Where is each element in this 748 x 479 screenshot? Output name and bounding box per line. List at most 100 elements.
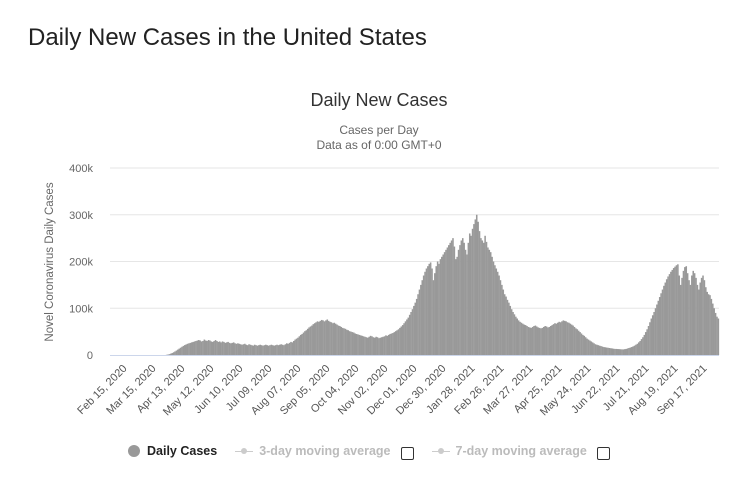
daily-cases-bar[interactable] <box>702 276 704 355</box>
daily-cases-bar[interactable] <box>222 341 224 355</box>
daily-cases-bar[interactable] <box>173 352 175 355</box>
daily-cases-bar[interactable] <box>202 341 204 355</box>
daily-cases-bar[interactable] <box>708 294 710 355</box>
daily-cases-bar[interactable] <box>701 278 703 355</box>
daily-cases-bar[interactable] <box>507 300 509 355</box>
daily-cases-bar[interactable] <box>521 323 523 355</box>
daily-cases-bar[interactable] <box>512 312 514 355</box>
daily-cases-bar[interactable] <box>625 349 627 355</box>
daily-cases-bar[interactable] <box>245 345 247 355</box>
daily-cases-bar[interactable] <box>588 340 590 355</box>
daily-cases-bar[interactable] <box>595 344 597 355</box>
daily-cases-bar[interactable] <box>211 341 213 355</box>
daily-cases-bar[interactable] <box>285 344 287 355</box>
daily-cases-bar[interactable] <box>456 257 458 355</box>
daily-cases-bar[interactable] <box>220 342 222 355</box>
daily-cases-bar[interactable] <box>511 309 513 355</box>
daily-cases-bar[interactable] <box>219 341 221 355</box>
daily-cases-bar[interactable] <box>364 337 366 355</box>
daily-cases-bar[interactable] <box>662 290 664 355</box>
daily-cases-bar[interactable] <box>554 323 556 355</box>
daily-cases-bar[interactable] <box>229 343 231 355</box>
daily-cases-bar[interactable] <box>567 322 569 355</box>
daily-cases-bar[interactable] <box>226 342 228 355</box>
daily-cases-bar[interactable] <box>572 326 574 355</box>
daily-cases-bar[interactable] <box>388 335 390 355</box>
daily-cases-bar[interactable] <box>259 345 261 355</box>
daily-cases-bar[interactable] <box>313 324 315 355</box>
daily-cases-bar[interactable] <box>265 345 267 355</box>
daily-cases-bar[interactable] <box>683 271 685 355</box>
daily-cases-bar[interactable] <box>528 327 530 355</box>
daily-cases-bar[interactable] <box>332 323 334 355</box>
daily-cases-bar[interactable] <box>346 330 348 355</box>
daily-cases-bar[interactable] <box>479 231 481 355</box>
daily-cases-bar[interactable] <box>190 343 192 355</box>
daily-cases-bar[interactable] <box>530 328 532 355</box>
daily-cases-bar[interactable] <box>248 344 250 355</box>
daily-cases-bar[interactable] <box>695 278 697 355</box>
daily-cases-bar[interactable] <box>540 328 542 355</box>
daily-cases-bar[interactable] <box>237 343 239 355</box>
daily-cases-bar[interactable] <box>209 341 211 355</box>
daily-cases-bar[interactable] <box>426 269 428 355</box>
daily-cases-bar[interactable] <box>434 273 436 355</box>
daily-cases-bar[interactable] <box>440 259 442 355</box>
daily-cases-bar[interactable] <box>613 349 615 355</box>
daily-cases-bar[interactable] <box>684 267 686 355</box>
daily-cases-bar[interactable] <box>651 319 653 355</box>
daily-cases-bar[interactable] <box>639 341 641 355</box>
daily-cases-bar[interactable] <box>197 341 199 355</box>
daily-cases-bar[interactable] <box>570 324 572 355</box>
daily-cases-bar[interactable] <box>616 349 618 355</box>
daily-cases-bar[interactable] <box>466 254 468 355</box>
daily-cases-bar[interactable] <box>670 272 672 355</box>
daily-cases-bar[interactable] <box>294 340 296 355</box>
daily-cases-bar[interactable] <box>311 326 313 355</box>
daily-cases-bar[interactable] <box>438 264 440 355</box>
daily-cases-bar[interactable] <box>600 346 602 355</box>
daily-cases-bar[interactable] <box>578 331 580 355</box>
daily-cases-bar[interactable] <box>490 252 492 355</box>
daily-cases-bar[interactable] <box>704 280 706 355</box>
daily-cases-bar[interactable] <box>374 338 376 355</box>
daily-cases-bar[interactable] <box>542 328 544 355</box>
daily-cases-bar[interactable] <box>243 344 245 355</box>
daily-cases-bar[interactable] <box>508 303 510 355</box>
daily-cases-bar[interactable] <box>206 341 208 355</box>
daily-cases-bar[interactable] <box>557 323 559 355</box>
daily-cases-bar[interactable] <box>396 330 398 355</box>
daily-cases-bar[interactable] <box>373 337 375 355</box>
daily-cases-bar[interactable] <box>212 342 214 355</box>
daily-cases-bar[interactable] <box>234 343 236 355</box>
daily-cases-bar[interactable] <box>293 341 295 355</box>
daily-cases-bar[interactable] <box>296 339 298 355</box>
daily-cases-bar[interactable] <box>609 348 611 355</box>
daily-cases-bar[interactable] <box>599 346 601 355</box>
daily-cases-bar[interactable] <box>496 269 498 355</box>
daily-cases-bar[interactable] <box>367 338 369 355</box>
daily-cases-bar[interactable] <box>251 345 253 355</box>
daily-cases-bar[interactable] <box>604 347 606 355</box>
daily-cases-bar[interactable] <box>405 321 407 355</box>
daily-cases-bar[interactable] <box>565 321 567 355</box>
daily-cases-bar[interactable] <box>240 344 242 355</box>
daily-cases-bar[interactable] <box>266 345 268 355</box>
daily-cases-bar[interactable] <box>452 238 454 355</box>
daily-cases-bar[interactable] <box>170 354 172 355</box>
daily-cases-bar[interactable] <box>381 337 383 355</box>
daily-cases-bar[interactable] <box>638 342 640 355</box>
daily-cases-bar[interactable] <box>630 348 632 355</box>
daily-cases-bar[interactable] <box>315 322 317 355</box>
daily-cases-bar[interactable] <box>185 344 187 355</box>
daily-cases-bar[interactable] <box>624 349 626 355</box>
daily-cases-bar[interactable] <box>690 285 692 355</box>
daily-cases-bar[interactable] <box>509 306 511 355</box>
daily-cases-bar[interactable] <box>356 334 358 355</box>
daily-cases-bar[interactable] <box>385 335 387 355</box>
daily-cases-bar[interactable] <box>361 336 363 355</box>
daily-cases-bar[interactable] <box>254 345 256 355</box>
daily-cases-bar[interactable] <box>198 340 200 355</box>
daily-cases-bar[interactable] <box>579 332 581 355</box>
daily-cases-bar[interactable] <box>523 325 525 355</box>
